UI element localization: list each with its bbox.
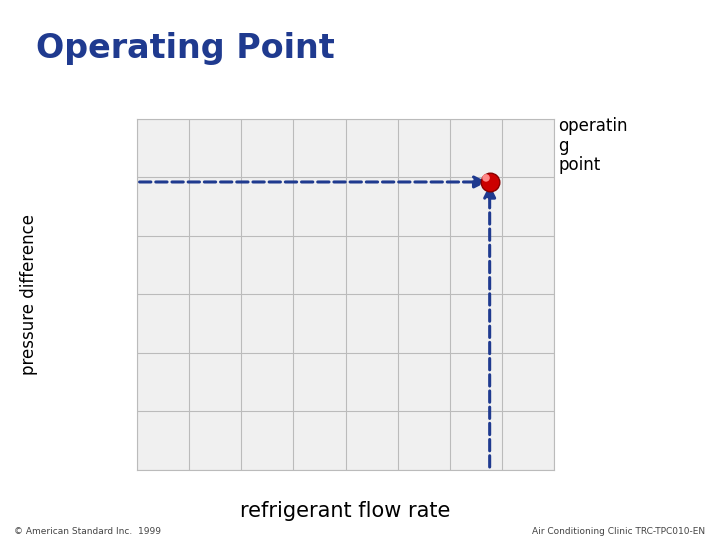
Point <box>480 173 492 182</box>
Point <box>484 178 495 186</box>
Text: Operating Point: Operating Point <box>36 32 335 65</box>
Text: © American Standard Inc.  1999: © American Standard Inc. 1999 <box>14 526 161 536</box>
Text: Air Conditioning Clinic TRC-TPC010-EN: Air Conditioning Clinic TRC-TPC010-EN <box>533 526 706 536</box>
Text: operatin
g
point: operatin g point <box>558 117 628 174</box>
Text: pressure difference: pressure difference <box>19 214 38 375</box>
Text: refrigerant flow rate: refrigerant flow rate <box>240 501 451 521</box>
